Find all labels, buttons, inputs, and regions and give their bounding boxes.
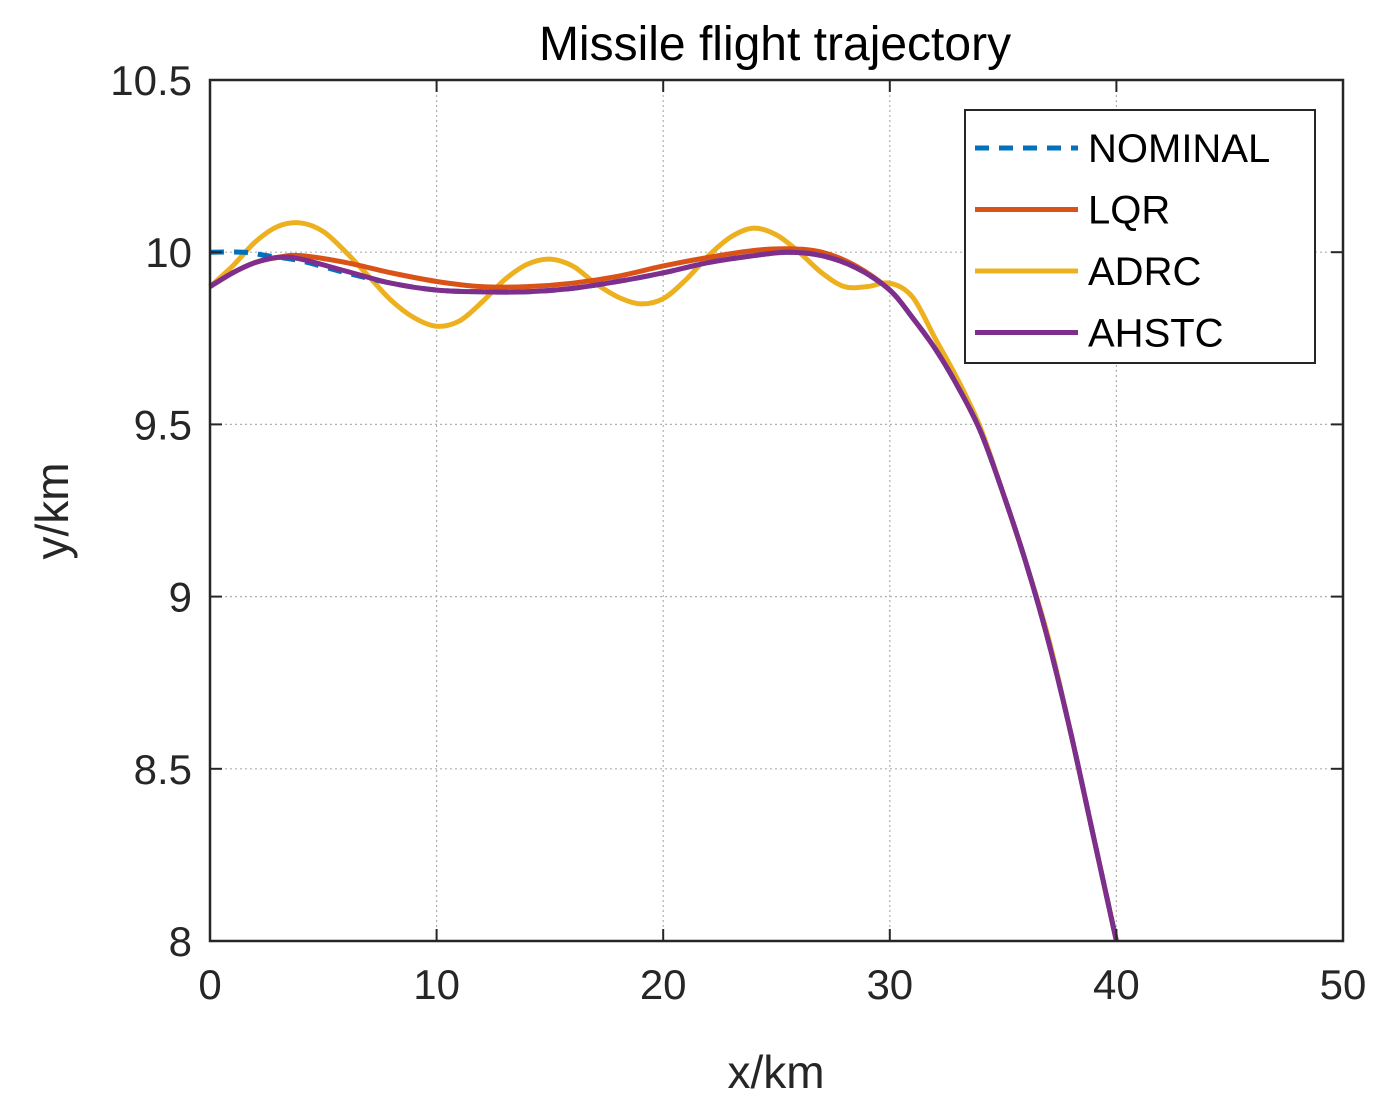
legend: NOMINAL LQR ADRC AHSTC — [964, 109, 1316, 364]
y-tick-label: 9.5 — [134, 401, 192, 448]
y-tick-label: 8.5 — [134, 746, 192, 793]
x-tick-label: 0 — [198, 961, 221, 1008]
y-tick-label: 10 — [145, 229, 192, 276]
y-tick-label: 10.5 — [110, 57, 192, 104]
legend-label-nominal: NOMINAL — [1088, 127, 1270, 171]
legend-label-lqr: LQR — [1088, 189, 1170, 233]
y-axis-label: y/km — [26, 462, 78, 559]
axes-box — [208, 78, 1345, 943]
y-tick-label: 9 — [169, 574, 192, 621]
axis-ticks: 0 10 20 30 40 50 8 8.5 9 9.5 10 10.5 — [110, 57, 1366, 1008]
x-axis-label: x/km — [727, 1046, 824, 1098]
x-tick-label: 50 — [1320, 961, 1367, 1008]
y-tick-label: 8 — [169, 918, 192, 965]
chart-title: Missile flight trajectory — [539, 18, 1011, 71]
legend-box — [964, 109, 1316, 364]
x-tick-label: 30 — [866, 961, 913, 1008]
legend-label-ahstc: AHSTC — [1088, 312, 1224, 356]
legend-label-adrc: ADRC — [1088, 250, 1201, 294]
x-tick-label: 20 — [640, 961, 687, 1008]
plot-area — [208, 220, 1119, 942]
x-tick-label: 10 — [413, 961, 460, 1008]
x-tick-label: 40 — [1093, 961, 1140, 1008]
series-line-ahstc — [208, 249, 1119, 942]
